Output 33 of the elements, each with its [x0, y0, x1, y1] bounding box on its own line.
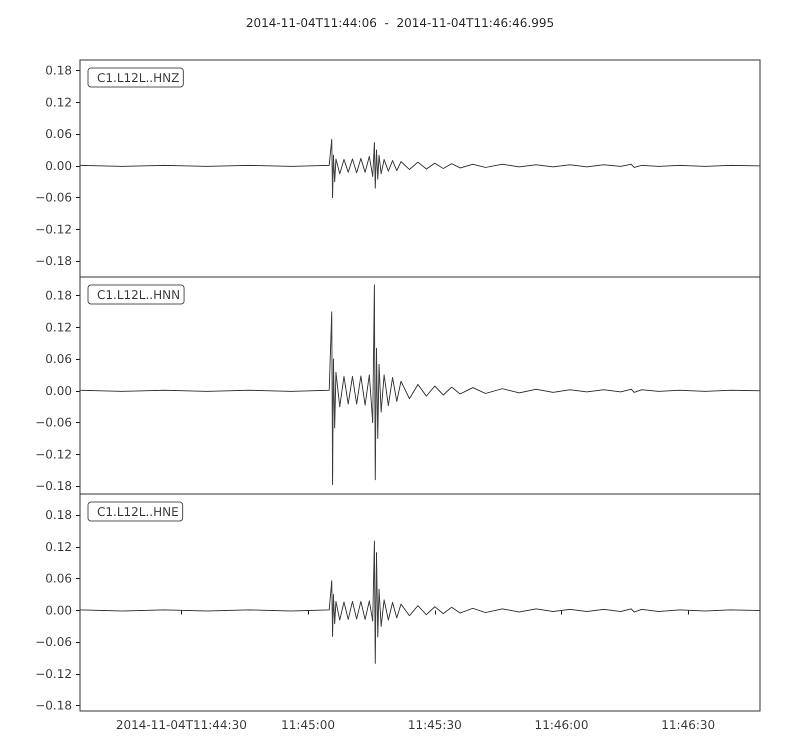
text: C1.L12L..HNZ: [97, 71, 180, 85]
y-tick-label: −0.06: [35, 190, 72, 205]
y-tick-label: 0.12: [45, 540, 72, 554]
y-tick-label: −0.06: [35, 635, 72, 650]
y-tick-label: −0.12: [35, 447, 72, 462]
line-series: [80, 138, 760, 198]
y-tick-label: 0.18: [45, 64, 72, 78]
x-tick-label: 11:45:30: [408, 718, 462, 732]
y-tick-label: 0.06: [45, 572, 72, 586]
y-tick-label: −0.18: [35, 254, 72, 268]
x-tick-label: 11:46:30: [661, 718, 716, 732]
y-tick-label: 0.12: [45, 95, 72, 110]
y-tick-label: 0.00: [45, 384, 72, 398]
y-tick-label: −0.18: [35, 698, 72, 713]
y-tick-label: −0.06: [35, 416, 72, 430]
line-series: [80, 284, 760, 485]
text: C1.L12L..HNE: [97, 505, 179, 519]
y-tick-label: 0.06: [45, 352, 72, 366]
y-tick-label: 0.00: [45, 158, 72, 173]
chart-title: 2014-11-04T11:44:06 - 2014-11-04T11:46:46.995: [246, 16, 554, 30]
y-tick-label: 0.18: [45, 288, 72, 303]
y-tick-label: −0.18: [35, 479, 72, 494]
y-tick-label: 0.00: [45, 603, 72, 618]
text: C1.L12L..HNN: [97, 288, 180, 302]
y-tick-label: 0.18: [45, 508, 72, 522]
y-tick-label: −0.12: [35, 666, 72, 681]
x-tick-label: 11:46:00: [534, 718, 588, 732]
line-series: [80, 540, 760, 664]
y-tick-label: 0.06: [45, 127, 72, 142]
x-tick-label: 11:45:00: [281, 718, 336, 732]
x-tick-label: 2014-11-04T11:44:30: [116, 718, 247, 732]
y-tick-label: 0.12: [45, 320, 72, 334]
y-tick-label: −0.12: [35, 222, 72, 236]
